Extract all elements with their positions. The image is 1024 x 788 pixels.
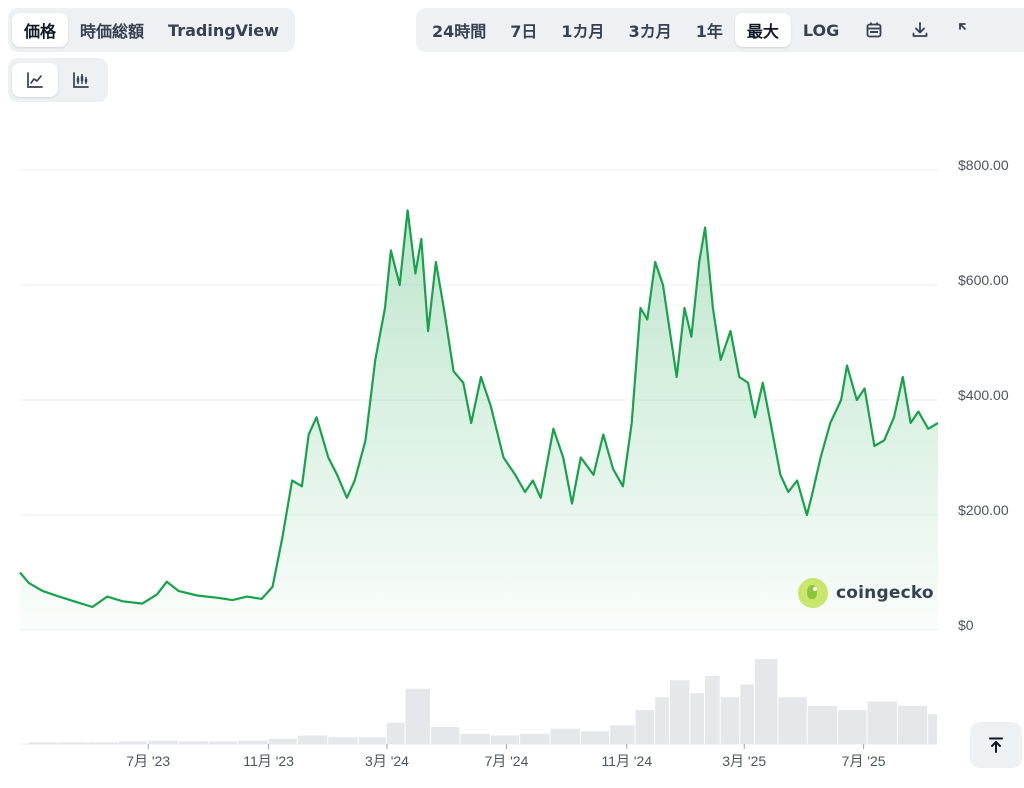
volume-bar — [705, 676, 720, 744]
volume-bar — [897, 705, 928, 744]
download-icon — [911, 21, 929, 39]
tab-2[interactable]: TradingView — [168, 20, 279, 40]
volume-bar — [928, 714, 937, 744]
range-0[interactable]: 24時間 — [432, 22, 487, 41]
candlestick-chart-icon — [72, 71, 90, 89]
volume-bar — [268, 738, 297, 744]
volume-bar — [178, 741, 208, 744]
volume-bar — [754, 659, 778, 744]
tab-1[interactable]: 時価総額 — [80, 22, 145, 41]
tab-0[interactable]: 価格 — [12, 13, 69, 47]
volume-bar — [690, 693, 705, 744]
y-tick-label: $200.00 — [958, 502, 1009, 518]
volume-bar — [838, 710, 867, 744]
volume-bar — [118, 741, 148, 744]
x-tick-label: 3月 '24 — [365, 753, 409, 769]
volume-bar — [669, 680, 690, 744]
volume-bar — [297, 735, 328, 744]
volume-bar — [59, 742, 88, 744]
y-tick-label: $0 — [958, 617, 974, 633]
volume-bar — [88, 742, 118, 744]
volume-bar — [520, 733, 550, 744]
range-3[interactable]: 3カ月 — [628, 22, 672, 41]
range-4[interactable]: 1年 — [695, 22, 723, 41]
volume-bar — [405, 688, 431, 744]
line-chart-icon — [26, 71, 44, 89]
range-6[interactable]: LOG — [802, 20, 840, 40]
volume-bar — [28, 742, 59, 744]
chart-type-toggle — [8, 58, 108, 102]
x-tick-label: 11月 '23 — [243, 753, 294, 769]
volume-bar — [635, 710, 655, 744]
volume-bar — [238, 740, 268, 744]
volume-bars — [28, 659, 937, 744]
y-tick-label: $600.00 — [958, 272, 1009, 288]
chart-tabs: 価格 時価総額 TradingView — [8, 8, 295, 52]
coingecko-watermark: coingecko — [798, 578, 934, 608]
x-tick-label: 7月 '25 — [842, 753, 886, 769]
volume-bar — [460, 733, 490, 744]
expand-icon — [957, 21, 975, 39]
volume-bar — [148, 740, 178, 744]
price-line — [19, 209, 939, 609]
volume-bar — [655, 697, 669, 744]
volume-bar — [387, 722, 405, 744]
calendar-button[interactable] — [851, 13, 897, 47]
line-chart-button[interactable] — [12, 63, 58, 97]
download-button[interactable] — [897, 13, 943, 47]
watermark-text: coingecko — [836, 583, 934, 603]
volume-bar — [208, 741, 238, 744]
volume-bar — [580, 731, 610, 744]
coingecko-logo-icon — [798, 578, 828, 608]
expand-button[interactable] — [943, 13, 989, 47]
arrow-up-to-line-icon — [989, 737, 1003, 753]
x-tick-label: 11月 '24 — [601, 753, 652, 769]
scroll-to-top-button[interactable] — [970, 722, 1022, 768]
volume-bar — [807, 705, 838, 744]
range-1[interactable]: 7日 — [510, 22, 538, 41]
y-tick-label: $800.00 — [958, 157, 1009, 173]
volume-bar — [358, 737, 387, 744]
volume-bar — [720, 697, 740, 744]
range-2[interactable]: 1カ月 — [561, 22, 605, 41]
x-axis: 7月 '23 11月 '23 3月 '24 7月 '24 11月 '24 3月 '25 7月… — [126, 744, 886, 769]
calendar-icon — [865, 21, 883, 39]
candlestick-chart-button[interactable] — [58, 63, 104, 97]
x-tick-label: 7月 '24 — [484, 753, 528, 769]
volume-bar — [778, 697, 807, 744]
volume-bar — [867, 701, 897, 744]
y-tick-label: $400.00 — [958, 387, 1009, 403]
price-chart: $800.00 $600.00 $400.00 $200.00 $0 7月 '23 11月… — [19, 157, 1009, 769]
volume-bar — [328, 737, 358, 744]
volume-bar — [490, 735, 520, 744]
x-tick-label: 7月 '23 — [126, 753, 170, 769]
range-5[interactable]: 最大 — [734, 13, 791, 47]
x-tick-label: 3月 '25 — [722, 753, 766, 769]
y-axis: $800.00 $600.00 $400.00 $200.00 $0 — [958, 157, 1009, 633]
volume-bar — [610, 725, 635, 744]
volume-bar — [431, 727, 460, 744]
volume-bar — [740, 684, 754, 744]
price-area — [20, 210, 938, 631]
time-range-selector: 24時間 7日 1カ月 3カ月 1年 最大 LOG — [416, 8, 1024, 52]
volume-bar — [550, 728, 580, 744]
